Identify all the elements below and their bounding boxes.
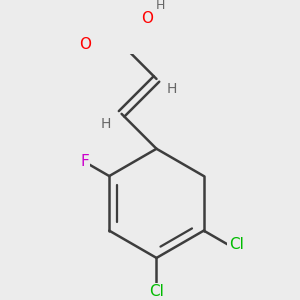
Text: H: H [156,0,165,12]
Text: Cl: Cl [229,237,244,252]
Text: H: H [101,117,111,131]
Text: F: F [80,154,89,169]
Text: Cl: Cl [149,284,164,299]
Text: H: H [167,82,177,96]
Text: O: O [79,37,91,52]
Text: O: O [141,11,153,26]
